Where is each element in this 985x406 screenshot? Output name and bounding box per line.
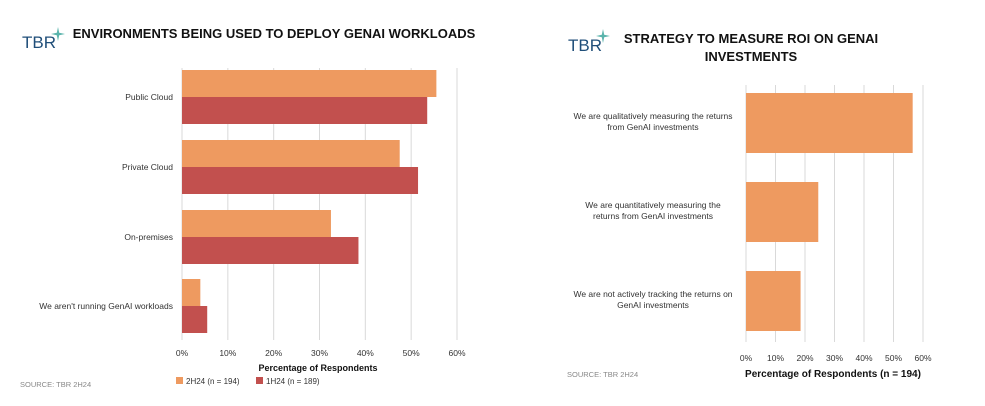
left-category-label: Private Cloud xyxy=(122,162,173,172)
right-chart-title-line-2: INVESTMENTS xyxy=(705,49,798,64)
sparkle-star-icon xyxy=(596,29,610,43)
right-x-tick-label: 0% xyxy=(740,353,753,363)
right-x-tick-label: 50% xyxy=(885,353,902,363)
left-bars xyxy=(182,70,437,333)
right-bar xyxy=(746,182,819,242)
left-x-tick-label: 10% xyxy=(219,348,236,358)
right-category-label: We are qualitatively measuring the retur… xyxy=(573,111,732,121)
sparkle-star-icon xyxy=(51,27,65,41)
left-bar-1h24 xyxy=(182,167,419,194)
left-bar-1h24 xyxy=(182,97,428,124)
left-x-tick-label: 50% xyxy=(403,348,420,358)
left-legend: 2H24 (n = 194) 1H24 (n = 189) xyxy=(176,377,320,386)
left-category-label: We aren't running GenAI workloads xyxy=(39,301,173,311)
right-x-tick-label: 20% xyxy=(796,353,813,363)
right-bar xyxy=(746,271,801,331)
right-x-axis-label: Percentage of Respondents (n = 194) xyxy=(745,369,921,380)
left-bar-2h24 xyxy=(182,210,331,237)
right-category-label: We are not actively tracking the returns… xyxy=(573,289,732,299)
left-bar-2h24 xyxy=(182,279,201,306)
left-bar-1h24 xyxy=(182,237,359,264)
left-grid xyxy=(181,68,458,340)
left-bar-2h24 xyxy=(182,70,437,97)
legend-swatch-1h24 xyxy=(256,377,263,384)
left-category-label: Public Cloud xyxy=(125,92,173,102)
left-x-tick-label: 20% xyxy=(265,348,282,358)
left-x-tick-label: 60% xyxy=(448,348,465,358)
left-x-axis-label: Percentage of Respondents xyxy=(258,363,377,373)
right-x-tick-label: 10% xyxy=(767,353,784,363)
right-bar-chart: We are qualitatively measuring the retur… xyxy=(573,85,932,363)
right-bars xyxy=(746,93,913,331)
right-x-tick-labels: 0% 10% 20% 30% 40% 50% 60% xyxy=(740,353,932,363)
right-category-label: We are quantitatively measuring the xyxy=(585,200,721,210)
right-category-label: GenAI investments xyxy=(617,300,689,310)
left-x-tick-label: 40% xyxy=(357,348,374,358)
right-source-note: SOURCE: TBR 2H24 xyxy=(567,370,638,379)
left-source-note: SOURCE: TBR 2H24 xyxy=(20,380,91,389)
right-chart-title-line-1: STRATEGY TO MEASURE ROI ON GENAI xyxy=(624,31,878,46)
left-category-label: On-premises xyxy=(124,232,173,242)
left-bar-2h24 xyxy=(182,140,400,167)
left-category-labels: Public Cloud Private Cloud On-premises We a… xyxy=(39,92,173,311)
right-logo: TBR xyxy=(568,29,610,55)
left-x-tick-label: 0% xyxy=(176,348,189,358)
left-bar-chart: Public Cloud Private Cloud On-premises We a… xyxy=(39,68,466,358)
right-category-labels: We are qualitatively measuring the retur… xyxy=(573,111,732,310)
right-category-label: from GenAI investments xyxy=(607,122,698,132)
legend-label-2h24: 2H24 (n = 194) xyxy=(186,377,240,386)
left-logo: TBR xyxy=(22,27,65,52)
legend-swatch-2h24 xyxy=(176,377,183,384)
legend-label-1h24: 1H24 (n = 189) xyxy=(266,377,320,386)
left-x-tick-labels: 0% 10% 20% 30% 40% 50% 60% xyxy=(176,348,466,358)
right-bar xyxy=(746,93,913,153)
right-x-tick-label: 30% xyxy=(826,353,843,363)
left-bar-1h24 xyxy=(182,306,208,333)
left-x-tick-label: 30% xyxy=(311,348,328,358)
right-category-label: returns from GenAI investments xyxy=(593,211,713,221)
right-x-tick-label: 40% xyxy=(855,353,872,363)
right-x-tick-label: 60% xyxy=(914,353,931,363)
left-chart-title: ENVIRONMENTS BEING USED TO DEPLOY GENAI … xyxy=(73,26,476,41)
logo-text: TBR xyxy=(568,36,602,55)
logo-text: TBR xyxy=(22,33,56,52)
